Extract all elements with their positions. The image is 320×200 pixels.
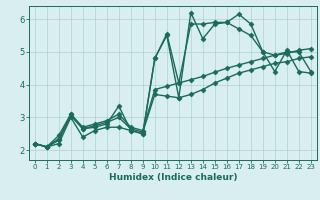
X-axis label: Humidex (Indice chaleur): Humidex (Indice chaleur) (108, 173, 237, 182)
